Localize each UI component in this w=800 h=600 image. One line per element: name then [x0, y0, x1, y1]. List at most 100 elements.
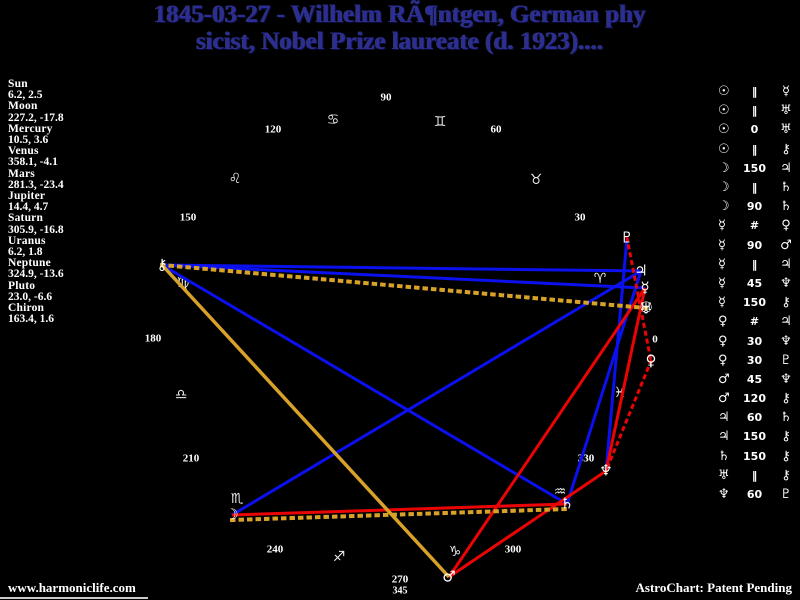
parallel-aspect: ‖ — [751, 104, 758, 118]
venus-icon: ♀ — [718, 314, 728, 330]
chiron-icon: ⚷ — [781, 141, 791, 157]
degree-label-30: 30 — [575, 212, 587, 224]
planet-moon-icon: ☽ — [225, 506, 238, 524]
chiron-icon: ⚷ — [781, 295, 791, 311]
planet-list-item: Mercury 10.5, 3.6 — [8, 122, 64, 147]
venus-icon: ♀ — [718, 333, 728, 349]
aspect-row: ☿ ‖ ♃ — [718, 255, 796, 274]
planet-venus-icon: ♀ — [646, 352, 657, 370]
planet-uranus-icon: ♅ — [639, 300, 652, 318]
planet-neptune-icon: ♆ — [599, 462, 612, 480]
planet-list-item: Chiron 163.4, 1.6 — [8, 302, 64, 325]
parallel-aspect: ‖ — [751, 468, 758, 482]
moon-icon: ☽ — [718, 199, 730, 215]
aspect-row: ☿ 150 ⚷ — [718, 293, 796, 312]
uranus-icon: ♅ — [780, 103, 792, 119]
aspect-line-mars-neptune — [448, 469, 607, 579]
aspect-line-mercury-neptune — [604, 287, 647, 472]
aspect-row: ♅ ‖ ⚷ — [718, 466, 796, 485]
planet-lon-decl: 23.0, -6.6 — [8, 290, 53, 303]
aspect-line-moon-saturn — [229, 506, 570, 523]
planet-mars-icon: ♂ — [442, 568, 455, 586]
planet-lon-decl: 10.5, 3.6 — [8, 134, 49, 147]
zodiac-sagittarius-icon: ♐ — [333, 549, 346, 565]
zodiac-scorpio-icon: ♏ — [231, 491, 244, 507]
mars-icon: ♂ — [718, 391, 730, 407]
mercury-icon: ☿ — [718, 275, 726, 291]
planet-name: Mercury — [8, 122, 53, 135]
aspect-line-chiron-mercury — [161, 263, 646, 290]
jupiter-icon: ♃ — [718, 410, 730, 426]
planet-name: Pluto — [8, 279, 36, 292]
aspect-line-chiron-jupiter — [161, 263, 642, 273]
bottom-edge-line — [0, 597, 148, 599]
chiron-icon: ⚷ — [781, 391, 791, 407]
quincunx-aspect: 150 — [743, 296, 766, 310]
planet-list-item: Jupiter 14.4, 4.7 — [8, 190, 64, 213]
pluto-icon: ♇ — [780, 352, 792, 368]
jupiter-icon: ♃ — [718, 429, 730, 445]
aspect-row: ☽ 90 ♄ — [718, 197, 796, 216]
quincunx-aspect: 150 — [743, 449, 766, 463]
planet-name: Moon — [8, 100, 38, 113]
planet-name: Mars — [8, 167, 35, 180]
aspect-row: ☽ 150 ♃ — [718, 159, 796, 178]
mercury-icon: ☿ — [718, 295, 726, 311]
degree-label-300: 300 — [505, 544, 522, 556]
square-aspect: 90 — [746, 238, 763, 252]
extra-label-345: 345 — [393, 585, 408, 596]
aspect-row: ☽ ‖ ♄ — [718, 178, 796, 197]
planet-list-item: Venus 358.1, -4.1 — [8, 145, 64, 168]
sun-icon: ☉ — [718, 122, 730, 138]
aspect-line-moon-jupiter — [231, 269, 642, 517]
conjunction-aspect: 0 — [750, 123, 759, 137]
aspect-row: ☿ 45 ♆ — [718, 274, 796, 293]
planet-list-item: Uranus 6.2, 1.8 — [8, 235, 64, 259]
contraparallel-aspect: # — [749, 219, 760, 233]
neptune-icon: ♆ — [780, 371, 792, 387]
zodiac-libra-icon: ♎ — [175, 387, 188, 403]
aspect-row: ☉ ‖ ☿ — [718, 82, 796, 101]
aspect-line-venus-neptune — [604, 359, 653, 473]
semisextile-aspect: 30 — [746, 353, 763, 367]
aspect-row: ☉ ‖ ⚷ — [718, 140, 796, 159]
saturn-icon: ♄ — [780, 199, 792, 215]
degree-label-60: 60 — [491, 124, 503, 136]
aspect-row: ♃ 150 ⚷ — [718, 427, 796, 446]
planet-list-item: Mars 281.3, -23.4 — [8, 167, 64, 191]
aspect-line-pluto-venus — [625, 236, 653, 363]
zodiac-capricorn-icon: ♑ — [449, 544, 462, 560]
degree-label-150: 150 — [180, 212, 197, 224]
aspect-line-pluto-neptune — [604, 237, 629, 472]
pluto-icon: ♇ — [780, 487, 792, 503]
venus-icon: ♀ — [781, 218, 791, 234]
sun-icon: ☉ — [718, 84, 730, 100]
aspect-list: ☉ ‖ ☿ ☉ ‖ ♅ ☉ 0 ♅ ☉ ‖ ⚷ ☽ 150 ♃ ☽ ‖ ♄ ☽ 90 ♄ ☿ # ♀ ☿ 90 ♂ ☿ ‖ ♃ ☿ 45 ♆ ☿ 1… — [718, 82, 796, 504]
planet-lon-decl: 305.9, -16.8 — [8, 223, 64, 236]
planet-name: Sun — [8, 78, 28, 90]
aspect-row: ♄ 150 ⚷ — [718, 447, 796, 466]
quincunx-aspect: 150 — [743, 161, 766, 175]
planet-lon-decl: 6.2, 1.8 — [8, 246, 43, 259]
planet-chiron-icon: ⚷ — [157, 256, 168, 274]
aspect-row: ♂ 120 ⚷ — [718, 389, 796, 408]
mercury-icon: ☿ — [718, 237, 726, 253]
neptune-icon: ♆ — [780, 333, 792, 349]
mars-icon: ♂ — [780, 237, 792, 253]
jupiter-icon: ♃ — [780, 160, 792, 176]
mercury-icon: ☿ — [718, 218, 726, 234]
aspect-row: ♀ 30 ♆ — [718, 331, 796, 350]
saturn-icon: ♄ — [780, 410, 792, 426]
sun-icon: ☉ — [718, 141, 730, 157]
sextile-aspect: 60 — [746, 411, 763, 425]
planet-name: Saturn — [8, 212, 44, 225]
aspect-row: ☿ 90 ♂ — [718, 236, 796, 255]
zodiac-aries-icon: ♈ — [594, 271, 607, 287]
planet-lon-decl: 227.2, -17.8 — [8, 111, 64, 124]
aspect-row: ♂ 45 ♆ — [718, 370, 796, 389]
planet-sun-icon: ☉ — [639, 299, 652, 317]
aspect-row: ♀ 30 ♇ — [718, 351, 796, 370]
degree-label-240: 240 — [267, 544, 284, 556]
neptune-icon: ♆ — [718, 487, 730, 503]
planet-pluto-icon: ♇ — [620, 229, 633, 247]
